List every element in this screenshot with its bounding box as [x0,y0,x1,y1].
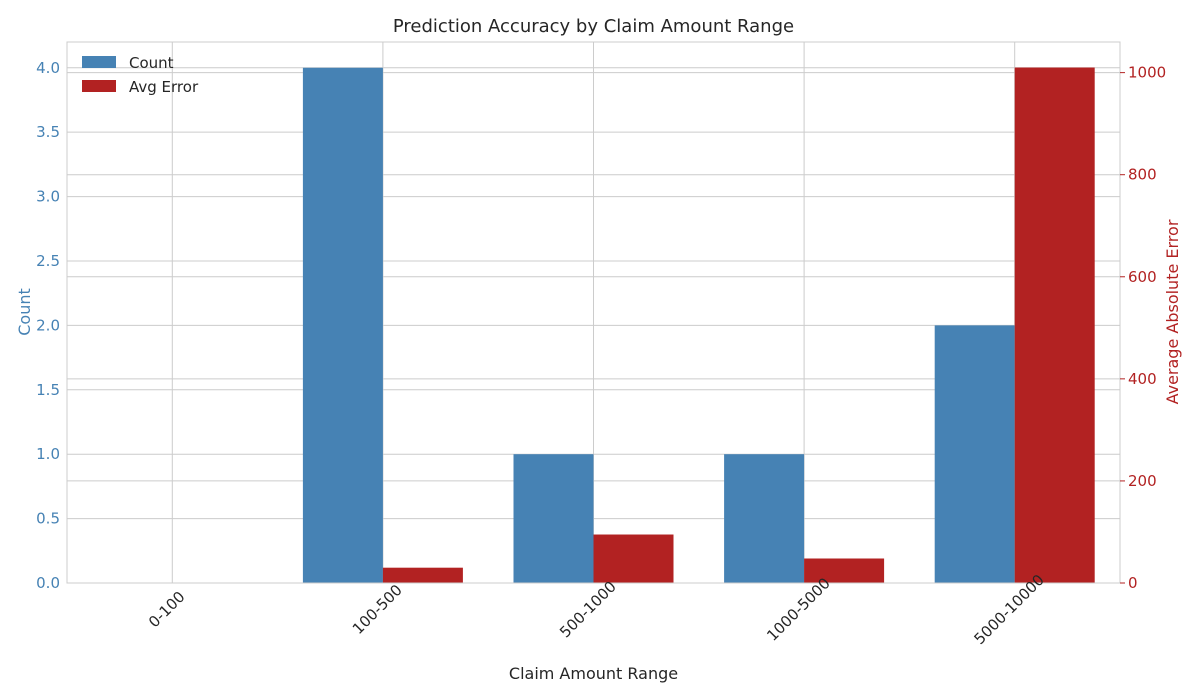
y-left-axis-label: Count [15,288,34,336]
bar-avg-error [382,567,463,583]
y-left-tick-label: 2.0 [36,316,60,334]
legend-label-count: Count [129,54,174,72]
y-right-tick-label: 1000 [1128,64,1166,82]
y-right-axis-label: Average Absolute Error [1163,219,1182,404]
y-left-tick-label: 2.5 [36,252,60,270]
y-left-tick-label: 0.0 [36,574,60,592]
bar-count [724,454,805,583]
bars [302,67,1095,584]
y-left-tick-label: 3.0 [36,188,60,206]
legend-swatch-avg-error [82,80,116,92]
plot-frame [66,41,1121,584]
bar-avg-error [593,534,674,583]
y-left-tick-label: 1.0 [36,445,60,463]
y-left-tick-label: 1.5 [36,381,60,399]
legend-swatch-count [82,56,116,68]
chart-title: Prediction Accuracy by Claim Amount Rang… [393,16,794,37]
bar-avg-error [804,558,885,583]
y-right-tick-label: 0 [1128,574,1138,592]
y-right-tick-label: 600 [1128,268,1157,286]
y-right-tick-label: 200 [1128,472,1157,490]
y-right-ticks: 0 200 400 600 800 1000 [1120,64,1166,592]
y-left-ticks: 0.0 0.5 1.0 1.5 2.0 2.5 3.0 3.5 4.0 [36,59,60,592]
y-left-tick-label: 3.5 [36,123,60,141]
bar-count [934,325,1015,583]
legend: Count Avg Error [82,54,199,96]
y-right-tick-label: 400 [1128,370,1157,388]
bar-count [513,454,594,583]
y-left-tick-label: 0.5 [36,510,60,528]
bar-count [302,67,383,583]
y-left-tick-label: 4.0 [36,59,60,77]
x-axis-label: Claim Amount Range [509,664,678,683]
legend-label-avg-error: Avg Error [129,78,199,96]
bar-avg-error [1014,67,1095,584]
y-right-tick-label: 800 [1128,166,1157,184]
